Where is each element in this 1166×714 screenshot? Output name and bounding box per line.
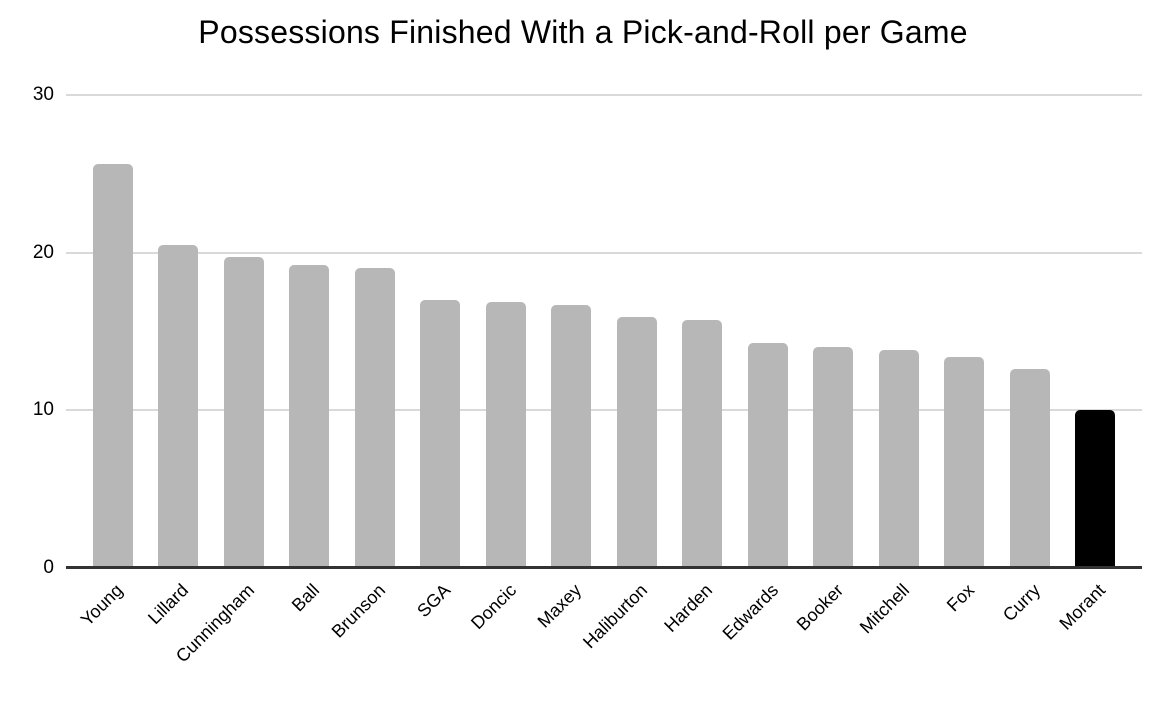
bar-edwards[interactable] xyxy=(747,342,788,568)
bar-band xyxy=(539,95,605,568)
bar-band xyxy=(735,95,801,568)
bar-band xyxy=(473,95,539,568)
bar-band xyxy=(146,95,212,568)
bar-haliburton[interactable] xyxy=(616,317,657,568)
bar-band xyxy=(932,95,998,568)
x-axis-line xyxy=(66,566,1142,569)
plot-area xyxy=(66,94,1142,569)
chart-title: Possessions Finished With a Pick-and-Rol… xyxy=(198,14,968,50)
bar-band xyxy=(1063,95,1129,568)
x-axis-label-doncic: Doncic xyxy=(466,580,520,634)
x-axis-label-maxey: Maxey xyxy=(533,580,586,632)
y-tick-label-30: 30 xyxy=(32,84,54,105)
bar-band xyxy=(801,95,867,568)
bar-band xyxy=(670,95,736,568)
x-axis-label-edwards: Edwards xyxy=(718,580,782,644)
bar-series xyxy=(66,95,1142,568)
bar-cunningham[interactable] xyxy=(223,257,264,568)
bar-band xyxy=(866,95,932,568)
x-axis-label-booker: Booker xyxy=(792,580,848,635)
bar-fox[interactable] xyxy=(944,356,985,568)
x-axis-label-lillard: Lillard xyxy=(144,580,193,629)
bar-band xyxy=(997,95,1063,568)
x-axis-label-harden: Harden xyxy=(660,580,717,636)
x-axis-label-haliburton: Haliburton xyxy=(578,580,651,653)
bar-morant[interactable] xyxy=(1075,410,1116,568)
gridline-20 xyxy=(66,251,1142,254)
bar-harden[interactable] xyxy=(682,320,723,568)
y-tick-label-0: 0 xyxy=(43,557,54,578)
bar-mitchell[interactable] xyxy=(878,350,919,568)
bar-band xyxy=(604,95,670,568)
x-axis-label-young: Young xyxy=(77,580,127,630)
bar-band xyxy=(80,95,146,568)
x-axis-labels: Young Lillard Cunningham Ball Brunson SGA Donc… xyxy=(66,578,1142,708)
bar-booker[interactable] xyxy=(813,347,854,568)
bar-maxey[interactable] xyxy=(551,304,592,568)
bar-curry[interactable] xyxy=(1009,369,1050,568)
x-axis-label-sga: SGA xyxy=(413,580,455,622)
x-axis-label-ball: Ball xyxy=(288,580,324,616)
bar-ball[interactable] xyxy=(289,265,330,568)
x-axis-label-morant: Morant xyxy=(1055,580,1110,634)
bar-band xyxy=(277,95,343,568)
x-axis-label-fox: Fox xyxy=(943,580,979,616)
gridline-30 xyxy=(66,94,1142,96)
bar-sga[interactable] xyxy=(420,299,461,568)
x-axis-label-brunson: Brunson xyxy=(327,580,389,642)
gridline-10 xyxy=(66,409,1142,412)
y-tick-label-10: 10 xyxy=(32,399,54,421)
y-tick-label-20: 20 xyxy=(32,241,54,263)
x-axis-label-curry: Curry xyxy=(998,580,1044,626)
bar-doncic[interactable] xyxy=(485,301,526,568)
bar-lillard[interactable] xyxy=(158,244,199,568)
bar-band xyxy=(342,95,408,568)
bar-band xyxy=(408,95,474,568)
bar-brunson[interactable] xyxy=(354,268,395,568)
bar-young[interactable] xyxy=(92,164,133,568)
bar-band xyxy=(211,95,277,568)
x-axis-label-mitchell: Mitchell xyxy=(855,580,913,638)
